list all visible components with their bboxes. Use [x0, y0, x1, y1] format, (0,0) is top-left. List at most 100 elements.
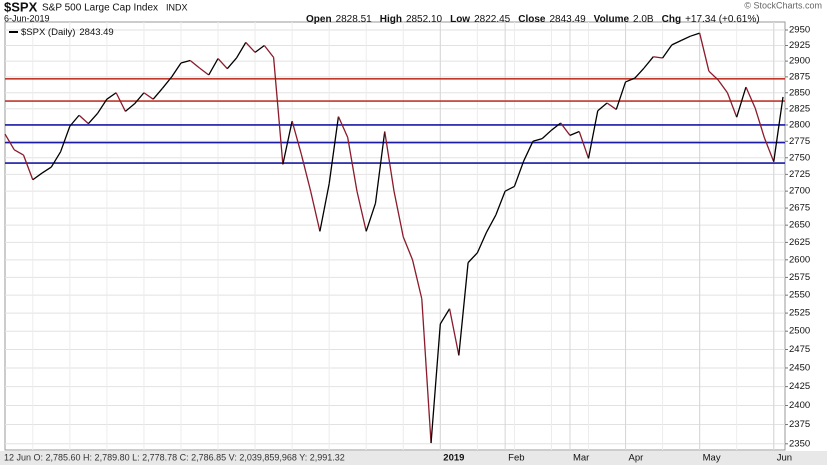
- y-tick-label: 2850: [789, 87, 810, 98]
- y-tick-label: 2900: [789, 56, 810, 67]
- x-tick-label: Jun: [777, 453, 792, 464]
- price-segment: [726, 92, 738, 118]
- price-segment: [87, 112, 99, 125]
- y-tick-label: 2475: [789, 344, 810, 355]
- quote-label: Chg: [662, 14, 681, 25]
- price-segment: [606, 102, 617, 110]
- x-tick-label: Feb: [508, 453, 524, 464]
- price-segment: [384, 131, 395, 192]
- price-segment: [22, 154, 34, 180]
- y-tick-label: 2525: [789, 308, 810, 319]
- price-segment: [717, 79, 728, 94]
- y-tick-label: 2675: [789, 203, 810, 214]
- price-segment: [143, 92, 154, 100]
- quote-value: 2.0B: [633, 14, 654, 25]
- price-segment: [41, 166, 52, 174]
- price-segment: [208, 58, 219, 76]
- price-segment: [486, 214, 497, 233]
- price-segment: [291, 120, 303, 155]
- footer-bar: [0, 451, 827, 465]
- price-segment: [551, 122, 562, 131]
- price-segment: [328, 116, 340, 184]
- price-segment: [217, 58, 228, 70]
- price-segment: [32, 172, 43, 181]
- price-segment: [50, 151, 62, 168]
- price-segment: [625, 77, 636, 83]
- price-segment: [439, 308, 451, 325]
- y-tick-label: 2950: [789, 25, 810, 36]
- price-segment: [745, 86, 756, 109]
- legend-last-value: 2843.49: [79, 27, 113, 38]
- price-segment: [97, 98, 108, 114]
- y-tick-label: 2450: [789, 362, 810, 373]
- y-tick-label: 2750: [789, 152, 810, 163]
- price-segment: [337, 116, 349, 138]
- x-tick-label: 2019: [443, 453, 464, 464]
- price-segment: [458, 262, 469, 356]
- y-tick-label: 2600: [789, 254, 810, 265]
- price-segment: [134, 92, 145, 105]
- y-tick-label: 2575: [789, 272, 810, 283]
- y-tick-label: 2425: [789, 381, 810, 392]
- quote-value: +17.34 (+0.61%): [685, 14, 760, 25]
- price-segment: [59, 126, 71, 153]
- price-segment: [310, 191, 321, 232]
- price-segment: [319, 183, 330, 232]
- quote-value: 2828.51: [336, 14, 373, 25]
- price-segment: [504, 185, 515, 192]
- quote-label: High: [380, 14, 402, 25]
- quote-value: 2843.49: [549, 14, 586, 25]
- plot-area: [4, 21, 786, 451]
- price-segment: [560, 122, 571, 136]
- price-segment: [254, 44, 265, 53]
- price-segment: [476, 231, 488, 254]
- price-segment: [180, 59, 191, 64]
- price-segment: [708, 70, 719, 81]
- price-segment: [430, 323, 441, 444]
- price-segment: [69, 114, 80, 127]
- legend-entry: $SPX (Daily) 2843.49: [21, 27, 114, 38]
- quote: Open 2828.51 High 2852.10 Low 2822.45 Close 284…: [306, 14, 760, 25]
- price-segment: [699, 32, 710, 72]
- index-name: S&P 500 Large Cap Index: [42, 3, 158, 14]
- price-segment: [152, 87, 163, 100]
- y-tick-label: 2775: [789, 136, 810, 147]
- price-segment: [690, 32, 700, 37]
- price-segment: [226, 57, 238, 70]
- price-segment: [13, 149, 24, 156]
- price-segment: [653, 56, 663, 59]
- price-segment: [272, 57, 284, 165]
- quote-label: Volume: [594, 14, 630, 25]
- y-tick-label: 2725: [789, 169, 810, 180]
- price-segment: [199, 67, 210, 76]
- price-segment: [578, 131, 590, 159]
- price-segment: [245, 41, 256, 53]
- price-segment: [411, 259, 423, 299]
- quote-label: Low: [450, 14, 470, 25]
- legend-name: $SPX (Daily): [21, 27, 75, 38]
- price-segment: [541, 129, 552, 140]
- watermark: © StockCharts.com: [744, 0, 822, 10]
- price-segment: [643, 56, 654, 69]
- price-segment: [235, 42, 247, 59]
- price-segment: [78, 114, 89, 125]
- price-segment: [374, 131, 386, 204]
- y-tick-label: 2875: [789, 71, 810, 82]
- quote-value: 2822.45: [474, 14, 511, 25]
- price-segment: [763, 137, 775, 162]
- price-segment: [754, 107, 766, 139]
- y-tick-label: 2625: [789, 237, 810, 248]
- price-segment: [671, 39, 682, 46]
- quote-value: 2852.10: [406, 14, 443, 25]
- price-segment: [523, 141, 534, 162]
- price-segment: [662, 44, 673, 59]
- price-segment: [736, 86, 747, 118]
- y-tick-label: 2550: [789, 290, 810, 301]
- y-tick-label: 2375: [789, 419, 810, 430]
- quote-label: Close: [518, 14, 546, 25]
- price-segment: [615, 81, 627, 110]
- y-tick-label: 2400: [789, 400, 810, 411]
- exchange: INDX: [166, 2, 188, 12]
